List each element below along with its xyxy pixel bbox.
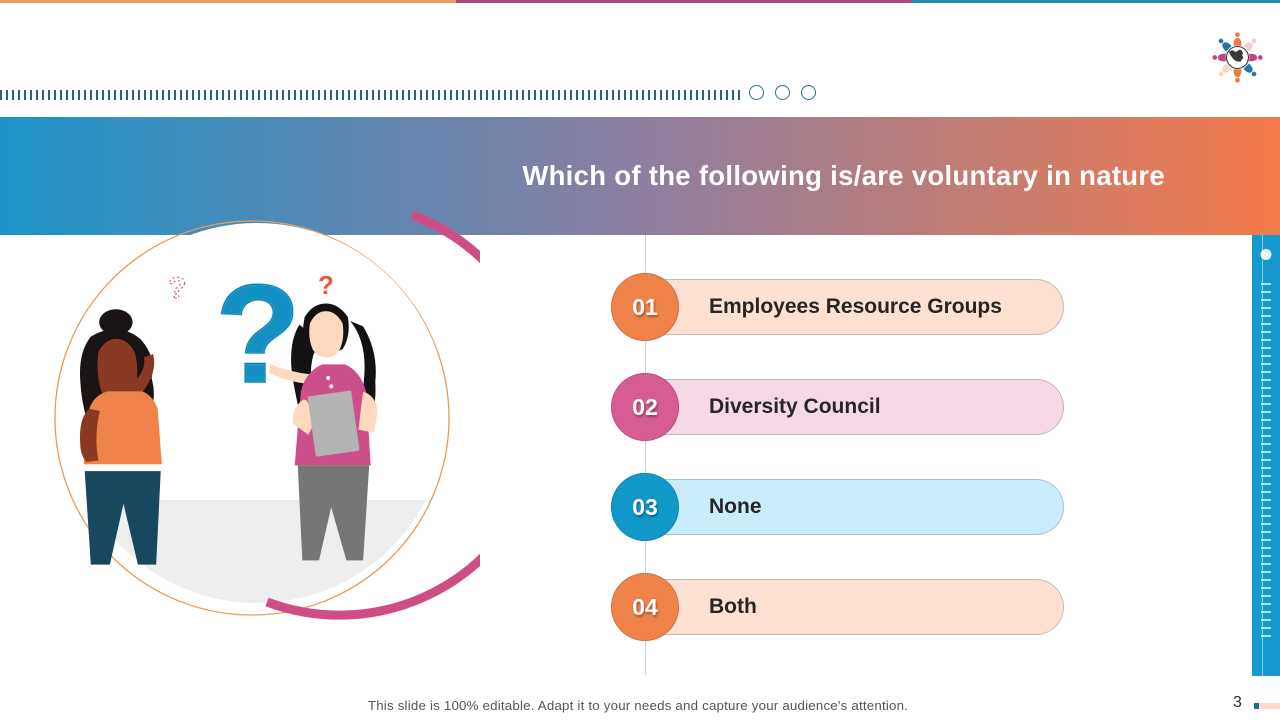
svg-text:?: ? [318, 270, 334, 300]
svg-text:?: ? [168, 272, 186, 305]
svg-text:?: ? [215, 255, 301, 412]
